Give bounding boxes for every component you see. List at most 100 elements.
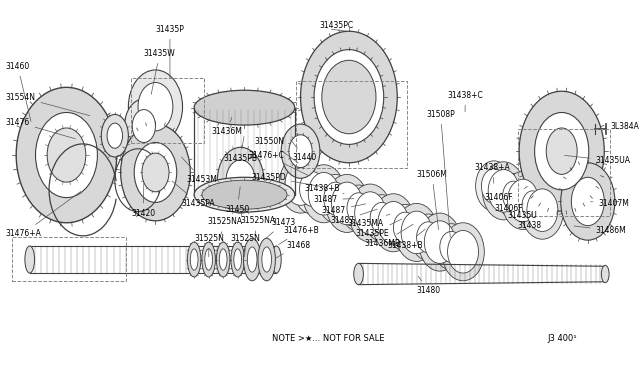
Ellipse shape xyxy=(326,174,368,232)
Ellipse shape xyxy=(47,128,86,182)
Text: 31487: 31487 xyxy=(322,204,365,215)
Ellipse shape xyxy=(332,182,362,225)
Ellipse shape xyxy=(364,195,399,241)
Ellipse shape xyxy=(394,212,417,243)
Text: 31525N: 31525N xyxy=(231,234,260,257)
Ellipse shape xyxy=(194,177,295,212)
Ellipse shape xyxy=(411,214,445,260)
Bar xyxy=(296,81,407,168)
Ellipse shape xyxy=(243,238,261,281)
Text: 31525NA: 31525NA xyxy=(208,217,243,240)
Ellipse shape xyxy=(294,164,330,214)
Ellipse shape xyxy=(281,124,320,178)
Ellipse shape xyxy=(322,60,376,134)
Bar xyxy=(131,78,204,144)
Text: 31486M: 31486M xyxy=(574,226,627,235)
Ellipse shape xyxy=(476,161,513,211)
Text: 31407M: 31407M xyxy=(591,199,629,208)
Text: 31480: 31480 xyxy=(417,276,441,295)
Ellipse shape xyxy=(442,223,484,281)
Ellipse shape xyxy=(194,90,295,125)
Ellipse shape xyxy=(247,247,257,272)
Text: 31435W: 31435W xyxy=(144,49,175,94)
Ellipse shape xyxy=(226,160,255,201)
Text: 31435MA: 31435MA xyxy=(347,214,390,228)
Text: 31506M: 31506M xyxy=(417,170,447,230)
Text: 31436M: 31436M xyxy=(212,117,243,136)
Text: 31436MB: 31436MB xyxy=(364,224,413,248)
Ellipse shape xyxy=(234,249,241,270)
Ellipse shape xyxy=(279,155,322,213)
Text: 31420: 31420 xyxy=(131,183,156,218)
Text: 31476+B: 31476+B xyxy=(278,226,319,244)
Text: 31435PE: 31435PE xyxy=(356,219,401,238)
Ellipse shape xyxy=(188,242,201,277)
Ellipse shape xyxy=(349,184,392,242)
Ellipse shape xyxy=(289,135,312,168)
Text: 31525N: 31525N xyxy=(194,234,224,257)
Ellipse shape xyxy=(107,123,123,148)
Ellipse shape xyxy=(483,162,525,220)
Ellipse shape xyxy=(303,165,345,223)
Text: 31438+B: 31438+B xyxy=(305,185,344,194)
Text: 31476+A: 31476+A xyxy=(6,192,81,238)
Ellipse shape xyxy=(125,99,163,153)
Ellipse shape xyxy=(447,231,479,273)
Ellipse shape xyxy=(341,185,376,231)
Text: 31453M: 31453M xyxy=(182,157,218,184)
Ellipse shape xyxy=(101,115,129,157)
Ellipse shape xyxy=(354,263,364,285)
Ellipse shape xyxy=(519,91,604,211)
Ellipse shape xyxy=(134,142,177,202)
Ellipse shape xyxy=(516,183,549,228)
Ellipse shape xyxy=(318,174,353,223)
Text: 31487: 31487 xyxy=(313,195,354,204)
Ellipse shape xyxy=(35,112,97,198)
Text: 3L384A: 3L384A xyxy=(604,122,639,131)
Ellipse shape xyxy=(16,87,116,223)
Text: 31435P: 31435P xyxy=(156,25,184,78)
Text: 31450: 31450 xyxy=(225,187,250,214)
Ellipse shape xyxy=(129,70,182,144)
Text: 31435U: 31435U xyxy=(508,203,538,219)
Ellipse shape xyxy=(142,153,169,192)
Ellipse shape xyxy=(602,265,609,283)
Bar xyxy=(518,129,610,216)
Ellipse shape xyxy=(132,110,156,142)
Ellipse shape xyxy=(378,202,409,244)
Ellipse shape xyxy=(216,242,230,277)
Text: 31406F: 31406F xyxy=(494,198,523,213)
Ellipse shape xyxy=(138,83,173,131)
Ellipse shape xyxy=(372,194,415,252)
Ellipse shape xyxy=(419,213,461,271)
Ellipse shape xyxy=(521,181,564,239)
Ellipse shape xyxy=(534,112,589,190)
Ellipse shape xyxy=(308,173,339,215)
Ellipse shape xyxy=(417,222,440,253)
Ellipse shape xyxy=(271,246,281,273)
Text: 31473: 31473 xyxy=(266,218,296,238)
Ellipse shape xyxy=(572,177,604,226)
Ellipse shape xyxy=(285,163,316,205)
Text: 31468: 31468 xyxy=(276,241,310,258)
Ellipse shape xyxy=(502,171,544,230)
Ellipse shape xyxy=(202,180,287,209)
Text: 31435UA: 31435UA xyxy=(564,155,630,165)
Bar xyxy=(12,237,127,281)
Ellipse shape xyxy=(396,203,438,262)
Text: 31508P: 31508P xyxy=(426,110,455,237)
Ellipse shape xyxy=(314,49,384,144)
Ellipse shape xyxy=(205,249,212,270)
Text: 31406F: 31406F xyxy=(484,193,513,202)
Ellipse shape xyxy=(120,124,190,221)
Ellipse shape xyxy=(220,249,227,270)
Ellipse shape xyxy=(440,231,463,262)
Text: 31460: 31460 xyxy=(6,61,31,121)
Text: 31487: 31487 xyxy=(330,209,377,225)
Text: 31435PB: 31435PB xyxy=(223,137,257,163)
Ellipse shape xyxy=(355,192,386,234)
Text: 31476: 31476 xyxy=(6,118,76,139)
Ellipse shape xyxy=(190,249,198,270)
Ellipse shape xyxy=(218,147,264,213)
Ellipse shape xyxy=(527,189,558,231)
